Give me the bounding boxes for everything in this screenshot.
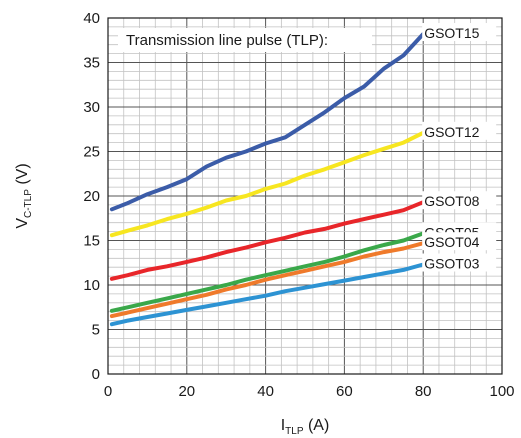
- plot-frame: [107, 17, 503, 375]
- series-line-gsot12: [109, 130, 426, 238]
- chart-title-box: Transmission line pulse (TLP):: [118, 28, 372, 52]
- x-tick-label: 60: [336, 383, 353, 400]
- y-tick-label: 0: [92, 366, 100, 383]
- x-tick-label: 40: [257, 383, 274, 400]
- x-axis-label-main: I: [281, 417, 285, 434]
- y-tick-label: 30: [83, 99, 100, 116]
- series-label-background: [422, 23, 497, 42]
- series-label-background: [422, 253, 497, 272]
- y-tick-label: 5: [92, 322, 100, 339]
- y-tick-label: 40: [83, 10, 100, 27]
- chart-title: Transmission line pulse (TLP):: [126, 32, 328, 49]
- x-axis-label-unit: (A): [304, 417, 330, 434]
- series-line-gsot15: [109, 32, 426, 212]
- series-lines: [109, 32, 426, 327]
- series-label-gsot04: GSOT04: [424, 234, 479, 250]
- series-label-gsot08: GSOT08: [424, 193, 479, 209]
- x-tick-label: 100: [489, 383, 514, 400]
- y-tick-labels: 0 5 10 15 20 25 30 35 40: [83, 10, 100, 383]
- series-line-gsot08: [109, 200, 426, 281]
- x-tick-label: 0: [104, 383, 112, 400]
- series-label-background: [422, 191, 497, 210]
- y-axis-label-main: V: [14, 218, 31, 229]
- y-tick-label: 10: [83, 277, 100, 294]
- y-axis-label-sub: C-TLP: [23, 189, 34, 218]
- x-axis-label: ITLP (A): [281, 417, 330, 437]
- x-axis-label-sub: TLP: [285, 426, 304, 437]
- y-tick-label: 25: [83, 144, 100, 161]
- y-tick-label: 15: [83, 233, 100, 250]
- series-label-background: [422, 121, 497, 140]
- y-tick-label: 35: [83, 55, 100, 72]
- series-label-gsot12: GSOT12: [424, 124, 479, 140]
- series-line-gsot05: [109, 231, 426, 313]
- series-label-gsot15: GSOT15: [424, 25, 479, 41]
- y-axis-label: VC-TLP (V): [14, 163, 34, 228]
- series-labels: GSOT15GSOT12GSOT08GSOT05GSOT04GSOT03: [422, 23, 497, 272]
- series-line-gsot03: [109, 262, 426, 327]
- x-tick-label: 80: [415, 383, 432, 400]
- title-background: [118, 28, 372, 52]
- y-axis-label-unit: (V): [14, 163, 31, 189]
- series-label-gsot03: GSOT03: [424, 256, 479, 272]
- x-tick-label: 20: [178, 383, 195, 400]
- y-tick-label: 20: [83, 188, 100, 205]
- series-label-background: [422, 232, 497, 251]
- series-line-gsot04: [109, 241, 426, 319]
- x-tick-labels: 0 20 40 60 80 100: [104, 383, 515, 400]
